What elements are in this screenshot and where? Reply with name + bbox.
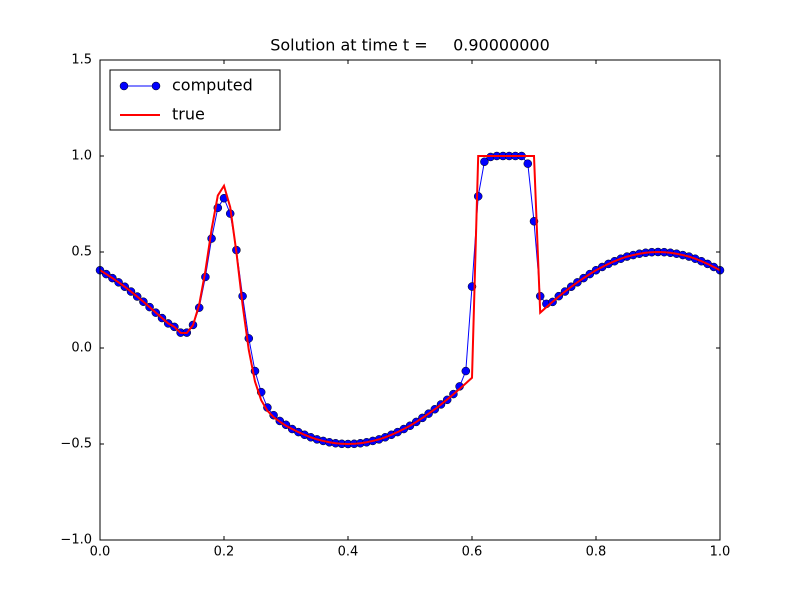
legend-label: true <box>172 105 205 124</box>
x-tick-label: 0.4 <box>338 545 359 560</box>
y-tick-label: 1.5 <box>71 53 92 68</box>
series-line <box>100 155 720 446</box>
legend-marker <box>151 81 161 91</box>
x-tick-label: 1.0 <box>710 545 731 560</box>
x-tick-label: 0.6 <box>462 545 483 560</box>
data-point <box>473 192 483 201</box>
x-tick-label: 0.0 <box>90 545 111 560</box>
data-point <box>461 366 471 376</box>
data-point <box>269 410 278 420</box>
x-tick-label: 0.2 <box>214 545 235 560</box>
plot-frame <box>99 59 721 541</box>
data-point <box>523 159 533 168</box>
data-point <box>480 157 489 167</box>
legend-box <box>109 69 281 131</box>
x-tick-label: 0.8 <box>586 545 607 560</box>
y-tick-label: 1.0 <box>71 149 92 164</box>
y-tick-label: 0.5 <box>71 245 92 260</box>
y-tick-label: 0.0 <box>71 341 92 356</box>
y-tick-label: −0.5 <box>60 437 92 452</box>
legend-label: computed <box>172 76 253 95</box>
legend-marker <box>119 81 129 91</box>
chart-title: Solution at time t = 0.90000000 <box>270 36 550 55</box>
y-tick-label: −1.0 <box>60 533 92 548</box>
